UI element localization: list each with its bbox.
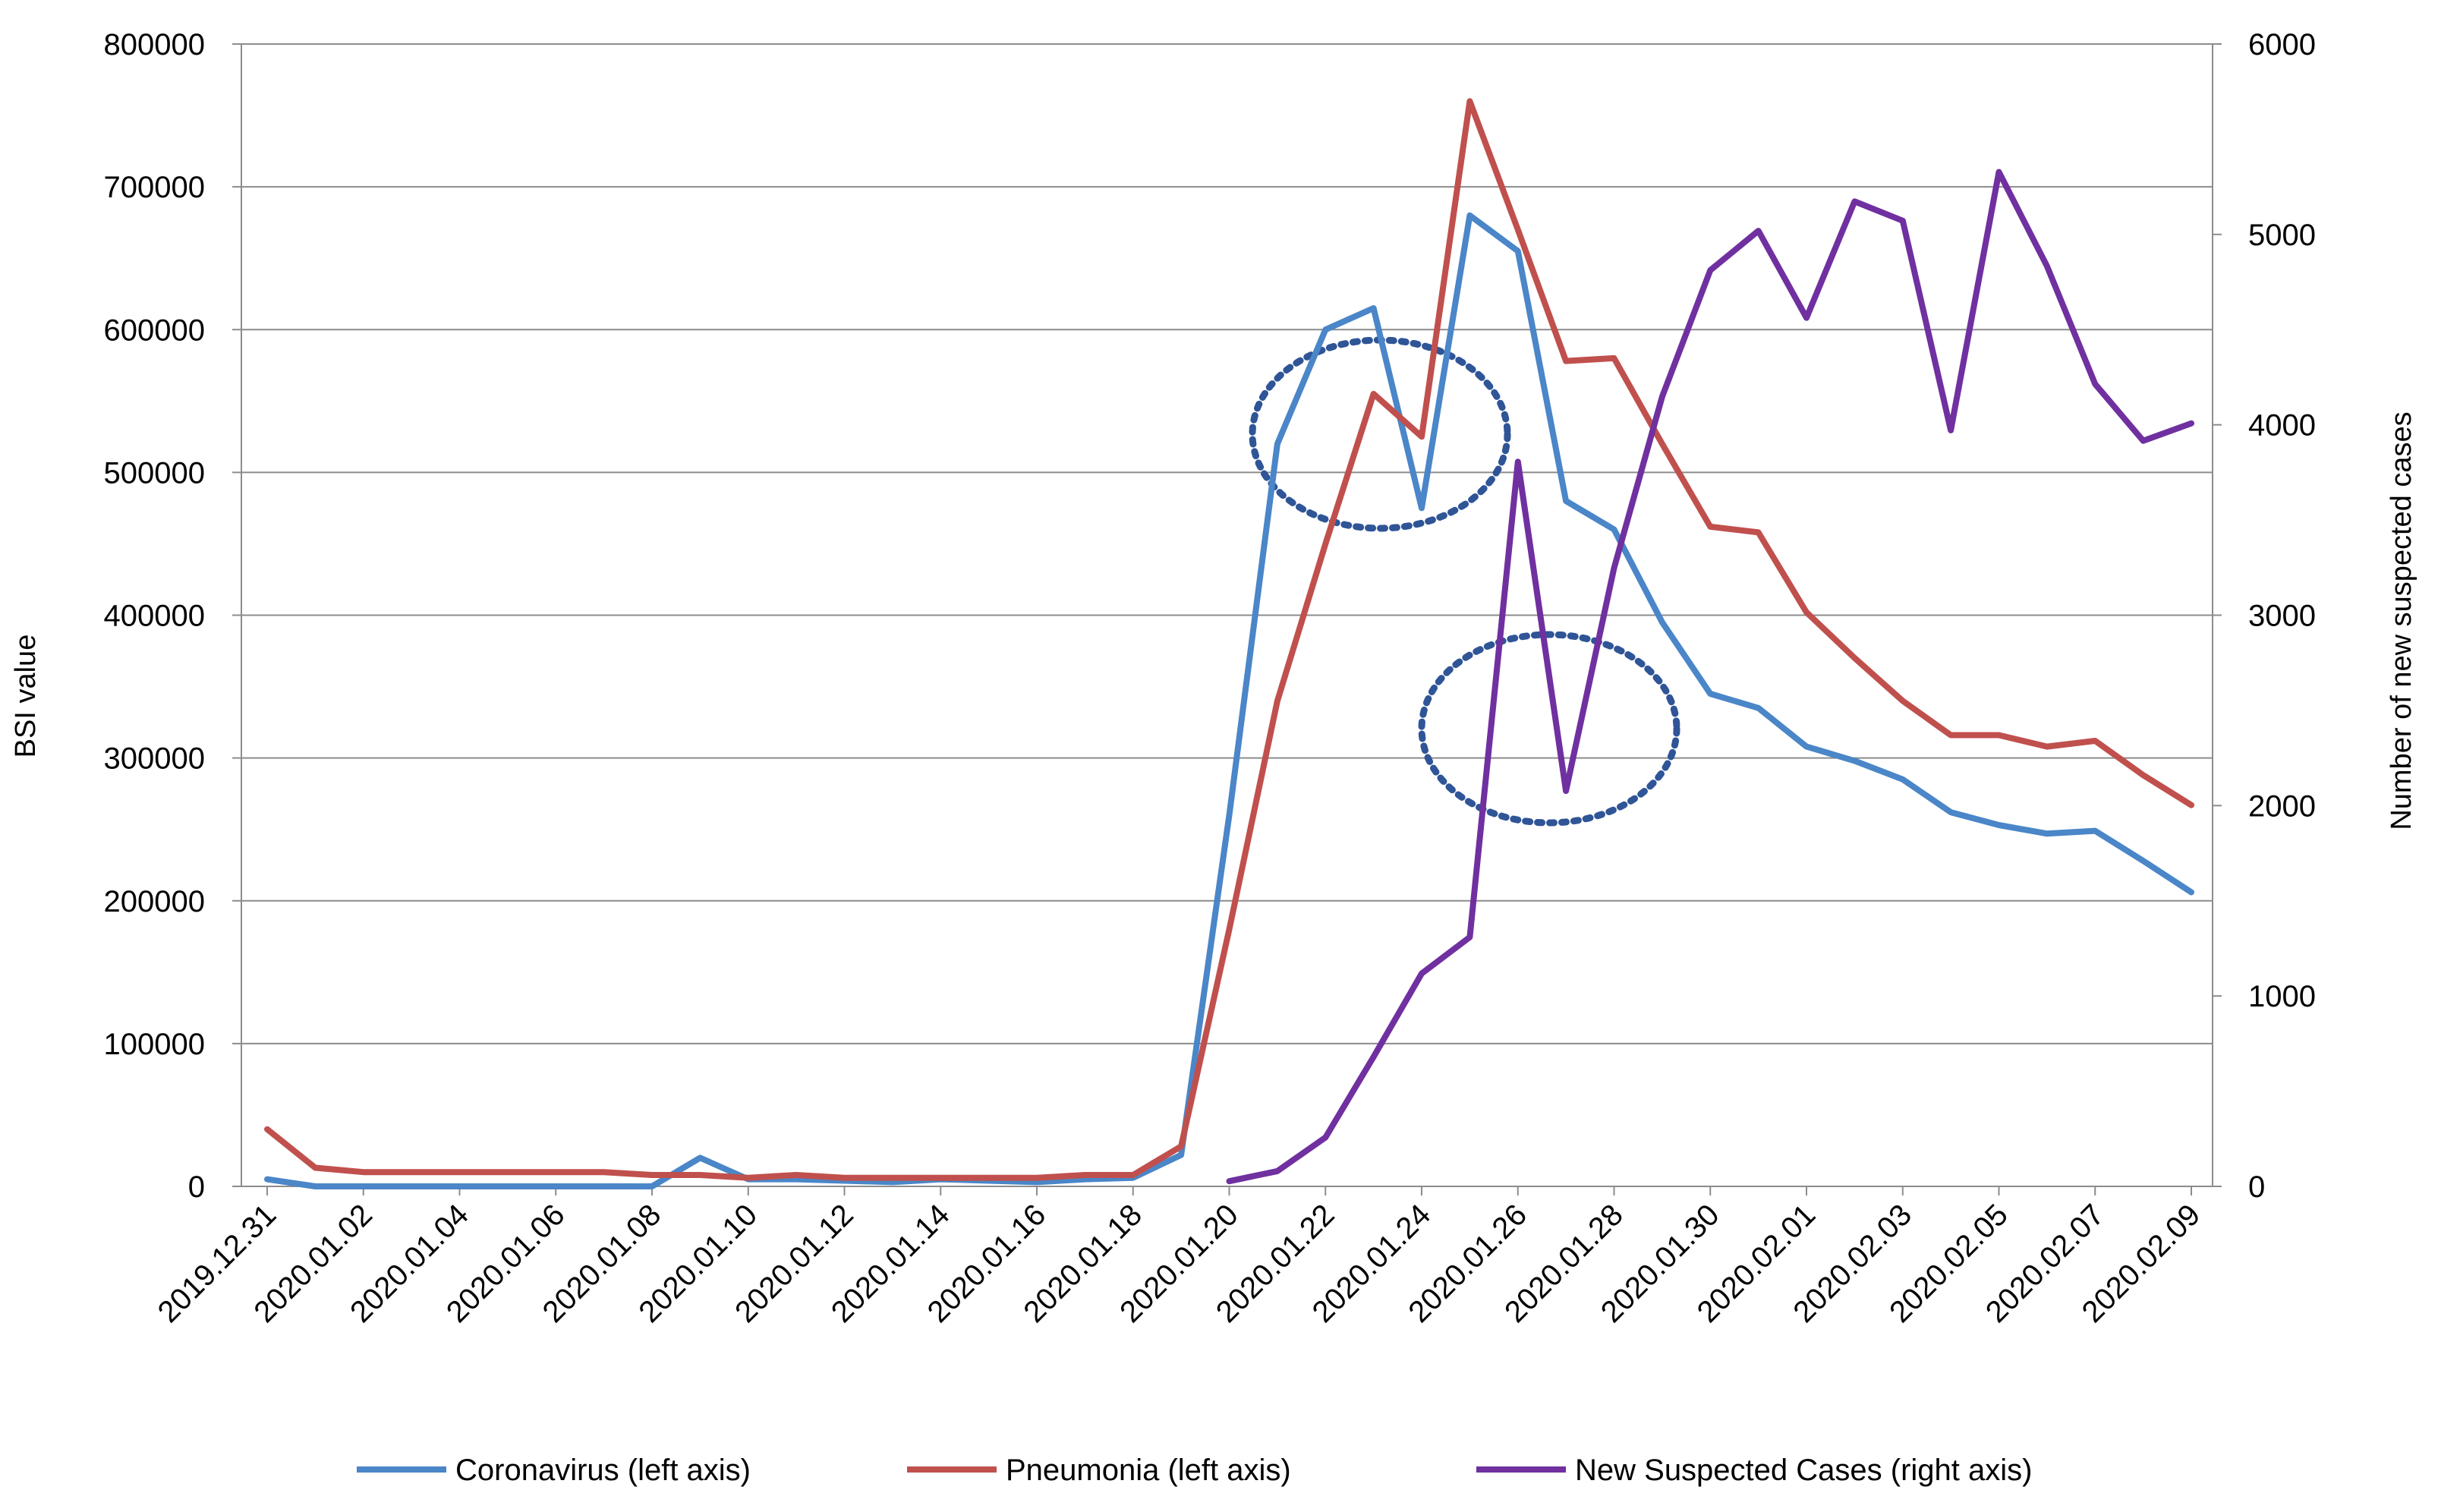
legend: Coronavirus (left axis) Pneumonia (left a… [357, 1454, 2032, 1487]
highlight-ellipse [1249, 336, 1511, 532]
left-tick-label: 800000 [104, 28, 205, 61]
right-tick-label: 3000 [2248, 600, 2316, 633]
new-suspected-cases-line [1226, 169, 2194, 1185]
highlight-ellipse [1418, 631, 1680, 827]
legend-label-pneumonia: Pneumonia (left axis) [1006, 1454, 1291, 1487]
pneumonia-line [264, 98, 2194, 1181]
right-tick-label: 6000 [2248, 28, 2316, 61]
left-tick-label: 200000 [104, 885, 205, 918]
legend-label-new-suspected-cases: New Suspected Cases (right axis) [1575, 1454, 2032, 1487]
left-tick-label: 400000 [104, 600, 205, 633]
left-tick-label: 700000 [104, 171, 205, 204]
right-tick-label: 4000 [2248, 409, 2316, 443]
left-axis-tick-labels: 0 100000 200000 300000 400000 500000 600000 700… [104, 28, 205, 1204]
gridlines [241, 43, 2213, 1187]
left-tick-label: 300000 [104, 742, 205, 776]
series-lines [264, 98, 2194, 1189]
x-axis-tick-labels: 2019.12.312020.01.022020.01.042020.01.06… [152, 1198, 2207, 1329]
left-tick-label: 0 [188, 1170, 205, 1204]
left-tick-label: 100000 [104, 1028, 205, 1061]
legend-label-coronavirus: Coronavirus (left axis) [455, 1454, 751, 1487]
left-axis-title: BSI value [10, 635, 42, 758]
right-tick-label: 0 [2248, 1170, 2265, 1204]
left-tick-label: 600000 [104, 313, 205, 347]
right-axis-tick-labels: 0 1000 2000 3000 4000 5000 6000 [2248, 28, 2316, 1204]
right-tick-label: 5000 [2248, 219, 2316, 252]
right-tick-label: 2000 [2248, 789, 2316, 823]
left-tick-label: 500000 [104, 456, 205, 490]
coronavirus-line [264, 212, 2194, 1189]
right-tick-label: 1000 [2248, 980, 2316, 1013]
right-axis-title: Number of new suspected cases [2386, 411, 2418, 830]
plot-frame [232, 43, 2222, 1195]
